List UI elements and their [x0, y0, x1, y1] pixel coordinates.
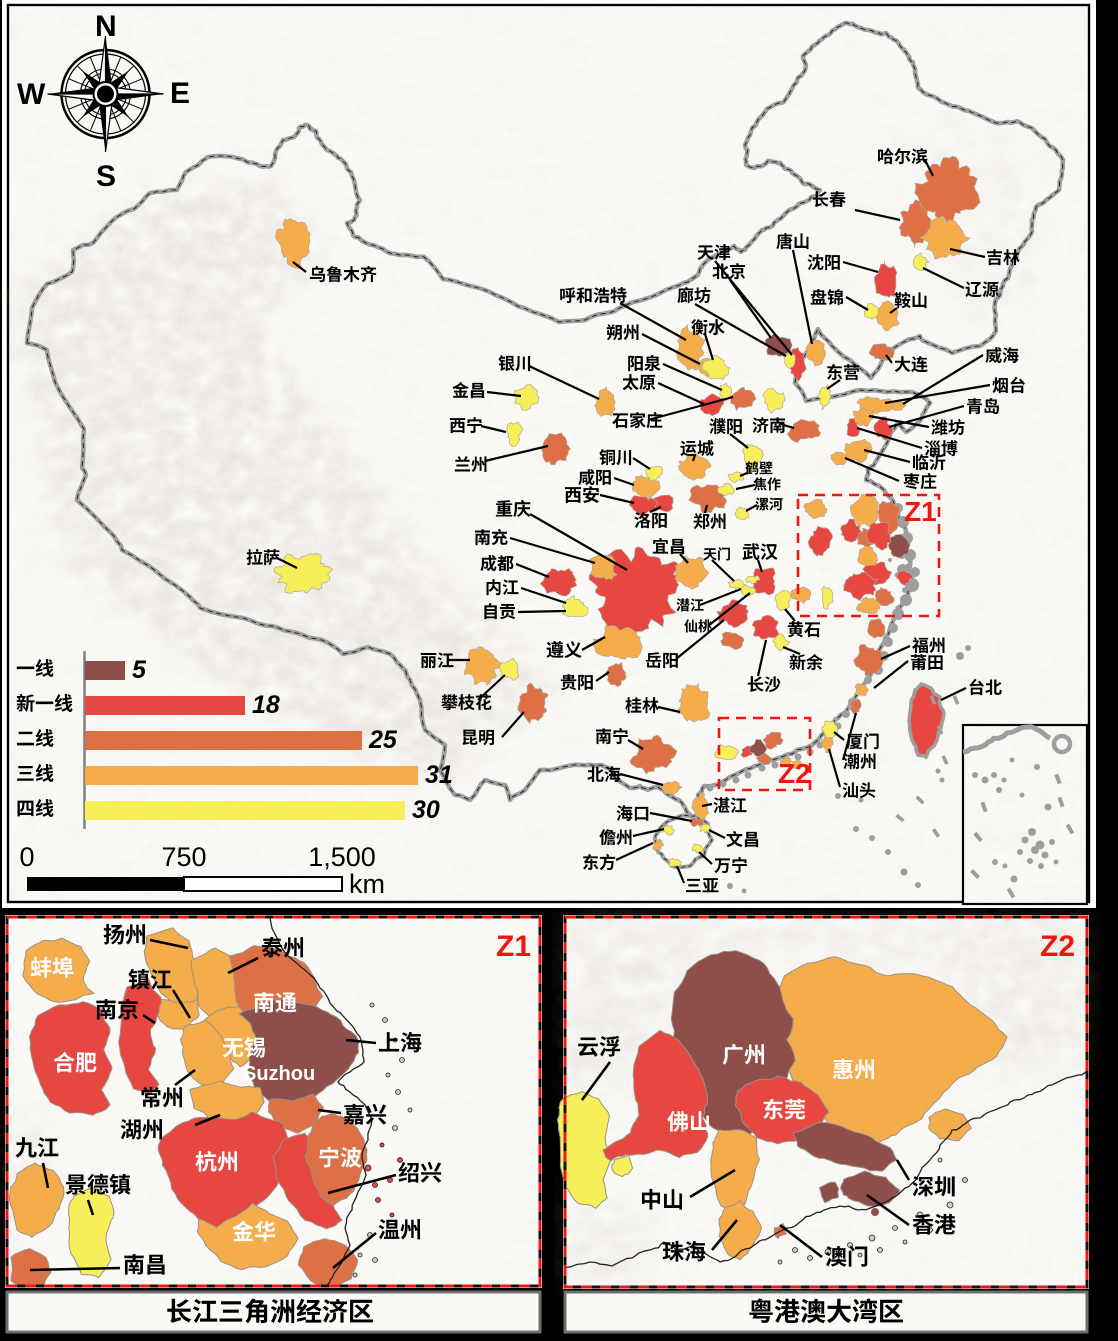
svg-text:18: 18 — [252, 691, 280, 719]
svg-text:N: N — [95, 10, 117, 43]
svg-text:Z2: Z2 — [778, 758, 811, 789]
svg-text:E: E — [170, 77, 190, 110]
svg-text:Z1: Z1 — [496, 930, 531, 963]
svg-text:S: S — [96, 160, 116, 193]
svg-text:31: 31 — [425, 761, 453, 789]
svg-text:1,500: 1,500 — [308, 842, 376, 872]
svg-text:km: km — [349, 869, 385, 899]
svg-text:0: 0 — [19, 842, 34, 872]
svg-text:750: 750 — [161, 842, 206, 872]
svg-text:Z2: Z2 — [1040, 930, 1075, 963]
svg-text:Suzhou: Suzhou — [243, 1063, 315, 1085]
svg-text:W: W — [17, 78, 46, 111]
svg-text:25: 25 — [368, 726, 398, 754]
svg-text:Z1: Z1 — [904, 496, 937, 527]
svg-text:5: 5 — [132, 656, 147, 684]
svg-text:30: 30 — [412, 796, 440, 824]
